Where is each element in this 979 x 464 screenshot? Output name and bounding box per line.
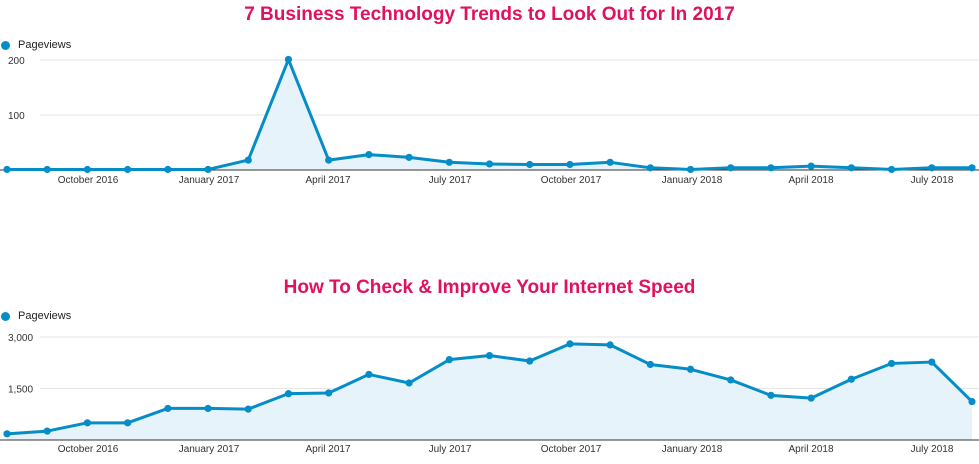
data-point — [887, 359, 896, 368]
data-point — [686, 165, 695, 174]
data-point — [445, 356, 453, 364]
data-point — [3, 165, 11, 174]
data-point — [928, 164, 936, 172]
data-point — [485, 160, 494, 168]
plot-area[interactable]: 100 200 October 2016 January 2017 April 2017… — [0, 0, 979, 190]
data-point — [204, 404, 212, 413]
data-point — [365, 151, 373, 159]
data-point — [606, 341, 614, 349]
data-point — [566, 340, 574, 348]
data-point — [807, 394, 815, 402]
data-point — [727, 376, 735, 384]
data-point — [365, 370, 373, 379]
data-point — [405, 379, 413, 387]
x-tick-label: July 2018 — [911, 444, 954, 455]
x-tick-label: July 2018 — [911, 175, 954, 186]
data-point — [204, 165, 212, 174]
data-point — [526, 160, 534, 169]
data-point — [887, 165, 896, 174]
data-point — [485, 351, 494, 360]
data-point — [244, 156, 252, 164]
y-tick-label: 200 — [8, 56, 25, 67]
data-point — [325, 156, 333, 164]
x-tick-label: January 2017 — [179, 444, 240, 455]
data-point — [646, 164, 654, 172]
legend[interactable]: Pageviews — [0, 310, 71, 322]
x-tick-label: April 2018 — [788, 444, 833, 455]
data-point — [83, 419, 92, 427]
data-point — [968, 164, 976, 172]
data-point — [164, 165, 172, 174]
data-point — [606, 158, 614, 166]
chart-title: 7 Business Technology Trends to Look Out… — [244, 4, 735, 25]
legend-dot-icon — [1, 311, 10, 321]
data-point — [767, 391, 775, 399]
x-tick-label: October 2016 — [58, 444, 119, 455]
data-point — [767, 164, 775, 172]
y-tick-label: 100 — [8, 111, 25, 122]
data-point — [325, 389, 333, 397]
y-tick-label: 3,000 — [8, 333, 33, 344]
data-point — [43, 165, 51, 174]
data-point — [646, 360, 654, 369]
data-point — [566, 160, 574, 169]
data-point — [445, 158, 453, 166]
chart-title: How To Check & Improve Your Internet Spe… — [283, 277, 696, 298]
data-point — [124, 165, 132, 174]
x-tick-label: January 2018 — [662, 444, 723, 455]
data-point — [43, 427, 51, 435]
data-point — [686, 365, 695, 373]
data-point — [727, 164, 735, 172]
x-tick-label: April 2017 — [305, 175, 350, 186]
data-point — [164, 404, 172, 413]
data-point — [83, 165, 92, 174]
data-point — [3, 430, 11, 438]
data-point — [847, 164, 855, 172]
legend-label: Pageviews — [18, 310, 72, 322]
x-tick-label: April 2017 — [305, 444, 350, 455]
data-point — [807, 162, 815, 170]
x-tick-label: January 2018 — [662, 175, 723, 186]
data-point — [124, 419, 132, 427]
data-point — [284, 390, 293, 398]
legend[interactable]: Pageviews — [0, 39, 71, 51]
x-tick-label: April 2018 — [788, 175, 833, 186]
x-tick-label: July 2017 — [429, 444, 472, 455]
x-tick-label: October 2017 — [541, 175, 602, 186]
series-area — [7, 343, 972, 440]
data-point — [405, 153, 413, 161]
y-tick-label: 1,500 — [8, 385, 33, 396]
legend-dot-icon — [1, 40, 10, 50]
data-point — [928, 358, 936, 366]
data-point — [526, 357, 534, 365]
data-point — [284, 55, 293, 64]
x-tick-label: January 2017 — [179, 175, 240, 186]
x-tick-label: October 2016 — [58, 175, 119, 186]
data-point — [244, 405, 252, 413]
legend-label: Pageviews — [18, 39, 72, 51]
x-tick-label: July 2017 — [429, 175, 472, 186]
data-point — [847, 375, 855, 383]
x-tick-label: October 2017 — [541, 444, 602, 455]
data-point — [968, 397, 976, 406]
